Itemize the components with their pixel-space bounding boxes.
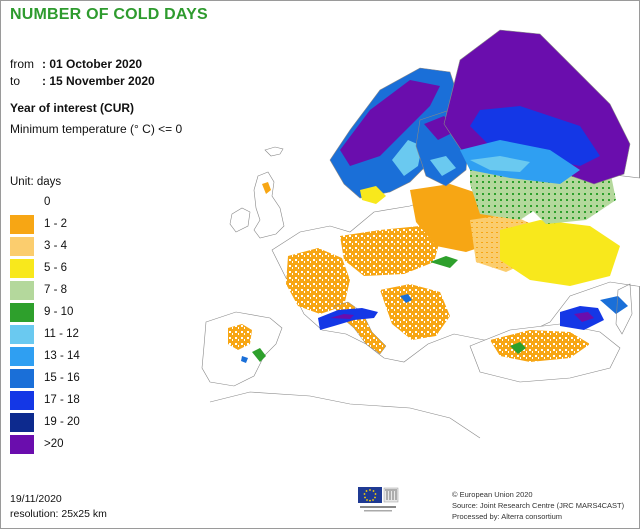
to-label: to [10, 74, 21, 88]
period-to: to : 15 November 2020 [10, 74, 155, 88]
caspian [615, 283, 633, 335]
from-label: from [10, 57, 34, 71]
credits: © European Union 2020 Source: Joint Rese… [452, 489, 624, 522]
legend-label: 3 - 4 [44, 240, 68, 252]
legend-swatch [10, 193, 34, 212]
legend-label: 7 - 8 [44, 284, 68, 296]
legend-item: 19 - 20 [10, 413, 140, 434]
legend-label: 9 - 10 [44, 306, 74, 318]
legend-item: >20 [10, 435, 140, 456]
period-from: from : 01 October 2020 [10, 57, 142, 71]
iceland [264, 146, 284, 157]
legend-item: 13 - 14 [10, 347, 140, 368]
legend-swatch [10, 347, 34, 366]
to-value: : 15 November 2020 [42, 74, 155, 88]
credit-line: © European Union 2020 [452, 490, 533, 499]
eu-flag-icon [358, 487, 399, 512]
legend-item: 15 - 16 [10, 369, 140, 390]
legend-label: 15 - 16 [44, 372, 80, 384]
legend-item: 3 - 4 [10, 237, 140, 258]
alps [318, 308, 378, 330]
legend-swatch [10, 391, 34, 410]
legend-swatch [10, 281, 34, 300]
legend-swatch [10, 369, 34, 388]
legend-item: 11 - 12 [10, 325, 140, 346]
legend-item: 5 - 6 [10, 259, 140, 280]
legend-swatch [10, 237, 34, 256]
legend-label: 11 - 12 [44, 328, 79, 340]
legend-label: 19 - 20 [44, 416, 80, 428]
legend-unit: Unit: days [10, 176, 62, 188]
legend-label: >20 [44, 438, 64, 450]
year-of-interest: Year of interest (CUR) [10, 101, 135, 115]
iberia [201, 311, 283, 387]
great-britain [253, 171, 285, 239]
north-africa [209, 391, 481, 439]
from-value: : 01 October 2020 [42, 57, 143, 71]
legend-swatch [10, 435, 34, 454]
legend-item: 17 - 18 [10, 391, 140, 412]
resolution-text: resolution: 25x25 km [10, 508, 107, 520]
map-title: NUMBER OF COLD DAYS [10, 6, 208, 23]
legend-swatch [10, 215, 34, 234]
legend-item: 9 - 10 [10, 303, 140, 324]
legend-swatch [10, 413, 34, 432]
legend-item: 7 - 8 [10, 281, 140, 302]
credit-line: Processed by: Alterra consortium [452, 512, 563, 521]
credit-line: Source: Joint Research Centre (JRC MARS4… [452, 501, 625, 510]
legend-label: 17 - 18 [44, 394, 80, 406]
legend-swatch [10, 259, 34, 278]
legend-label: 13 - 14 [44, 350, 80, 362]
legend-item: 0 [10, 193, 140, 214]
ireland [229, 207, 251, 233]
legend-label: 5 - 6 [44, 262, 68, 274]
legend-item: 1 - 2 [10, 215, 140, 236]
legend-swatch [10, 325, 34, 344]
legend-swatch [10, 303, 34, 322]
legend-label: 0 [44, 196, 51, 208]
issue-date: 19/11/2020 [10, 493, 62, 505]
condition-text: Minimum temperature (° C) <= 0 [10, 122, 183, 136]
legend-label: 1 - 2 [44, 218, 68, 230]
